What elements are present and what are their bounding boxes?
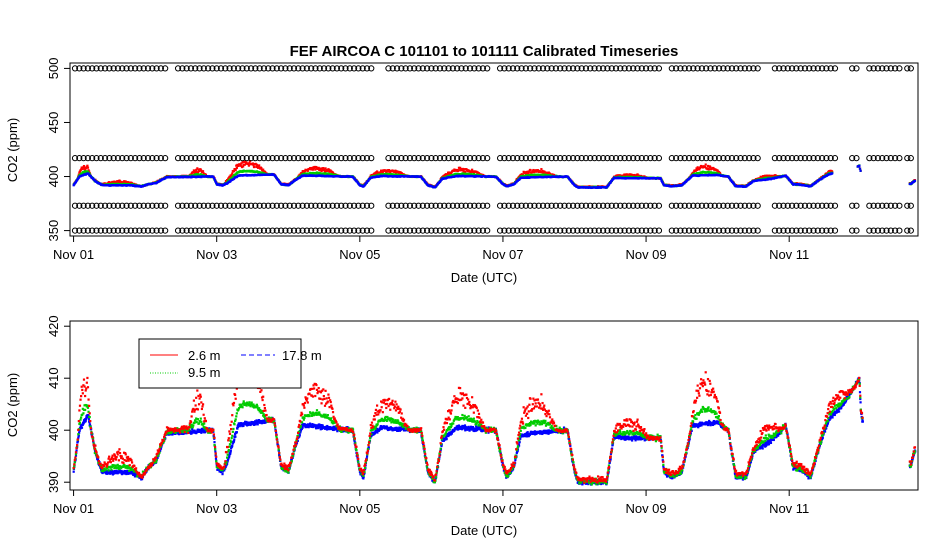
x-tick-label: Nov 09 (625, 247, 666, 262)
top-point-17-8m (859, 170, 861, 172)
y-tick-label: 450 (46, 112, 61, 134)
point-17-8m (73, 471, 75, 473)
x-tick-label: Nov 07 (482, 247, 523, 262)
chart-title: FEF AIRCOA C 101101 to 101111 Calibrated… (290, 43, 679, 60)
top-point-2-6m (87, 167, 89, 169)
top-point-2-6m (705, 163, 707, 165)
top-point-17-8m (831, 172, 833, 174)
y-tick-label: 400 (46, 166, 61, 188)
top-point-2-6m (529, 169, 531, 171)
x-tick-label: Nov 11 (769, 247, 809, 262)
point-17-8m (81, 427, 83, 429)
top-x-axis-label: Date (UTC) (451, 270, 517, 285)
top-point-17-8m (858, 165, 860, 167)
top-point-2-6m (86, 165, 88, 167)
top-point-2-6m (236, 167, 238, 169)
x-tick-label: Nov 01 (53, 247, 94, 262)
point-17-8m (85, 420, 87, 422)
y-tick-label: 500 (46, 58, 61, 80)
x-tick-label: Nov 05 (339, 247, 380, 262)
top-point-2-6m (258, 164, 260, 166)
top-point-2-6m (235, 169, 237, 171)
point-17-8m (88, 418, 90, 420)
top-y-axis-label: CO2 (ppm) (5, 118, 20, 182)
x-tick-label: Nov 03 (196, 247, 237, 262)
y-tick-label: 350 (46, 220, 61, 242)
top-point-2-6m (202, 170, 204, 172)
top-point-17-8m (914, 180, 916, 182)
top-point-2-6m (253, 166, 255, 168)
top-point-17-8m (859, 168, 861, 170)
